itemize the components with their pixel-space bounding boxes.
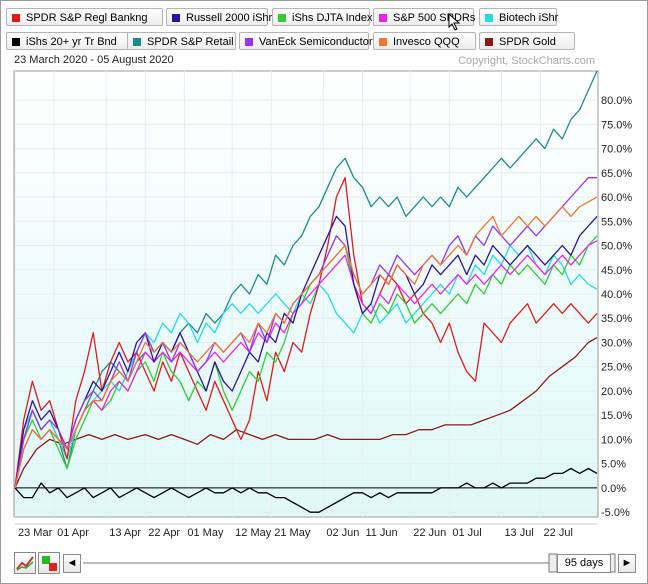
legend-swatch <box>485 14 493 22</box>
x-tick-label: 13 Jul <box>504 527 533 539</box>
legend-item[interactable]: Biotech iShr <box>479 8 559 26</box>
legend-label: SPDR Gold <box>499 36 556 48</box>
y-tick-label: 70.0% <box>601 144 632 156</box>
x-tick-label: 22 Apr <box>148 527 180 539</box>
legend-label: Invesco QQQ <box>393 36 460 48</box>
legend-swatch <box>12 38 20 46</box>
legend-label: SPDR S&P Regl Bankng <box>26 12 148 24</box>
y-tick-label: 20.0% <box>601 386 632 398</box>
date-range: 23 March 2020 - 05 August 2020 <box>14 54 174 66</box>
series-line <box>14 196 598 489</box>
x-tick-label: 01 May <box>187 527 224 539</box>
legend-swatch <box>172 14 180 22</box>
y-tick-label: 25.0% <box>601 362 632 374</box>
legend-item[interactable]: iShs 20+ yr Tr Bnd <box>6 32 144 50</box>
y-tick-label: 30.0% <box>601 337 632 349</box>
y-tick-label: 60.0% <box>601 192 632 204</box>
legend-item[interactable]: iShs DJTA Index <box>272 8 373 26</box>
mouse-cursor-icon <box>448 12 462 31</box>
scroll-right-button[interactable]: ► <box>618 554 636 573</box>
x-tick-label: 11 Jun <box>365 527 397 539</box>
legend-swatch <box>379 14 387 22</box>
legend-item[interactable]: Invesco QQQ <box>373 32 476 50</box>
series-line <box>14 70 598 489</box>
y-tick-label: 45.0% <box>601 265 632 277</box>
x-tick-label: 22 Jun <box>413 527 446 539</box>
legend-label: iShs DJTA Index <box>292 12 373 24</box>
series-line <box>14 215 598 488</box>
x-tick-label: 01 Jul <box>452 527 481 539</box>
legend-item[interactable]: SPDR Gold <box>479 32 575 50</box>
series-line <box>14 177 598 488</box>
legend-item[interactable]: SPDR S&P Regl Bankng <box>6 8 163 26</box>
legend-swatch <box>379 38 387 46</box>
legend-label: Biotech iShr <box>499 12 559 24</box>
legend-swatch <box>278 14 286 22</box>
legend-item[interactable]: Russell 2000 iShr <box>166 8 272 26</box>
legend-swatch <box>485 38 493 46</box>
left-arrow-icon: ◄ <box>66 557 78 569</box>
series-line <box>14 337 598 489</box>
legend-label: SPDR S&P Retail <box>147 36 234 48</box>
legend-label: iShs 20+ yr Tr Bnd <box>26 36 117 48</box>
series-line <box>14 467 598 513</box>
date-scrollbar[interactable] <box>83 552 616 574</box>
legend-label: Russell 2000 iShr <box>186 12 273 24</box>
legend-item[interactable]: SPDR S&P Retail <box>127 32 236 50</box>
y-tick-label: 0.0% <box>601 483 626 495</box>
legend-swatch <box>12 14 20 22</box>
y-tick-label: 80.0% <box>601 95 632 107</box>
series-line <box>14 240 598 489</box>
right-arrow-icon: ► <box>621 557 633 569</box>
y-tick-label: 65.0% <box>601 168 632 180</box>
y-tick-label: 15.0% <box>601 410 632 422</box>
copyright-text: Copyright, StockCharts.com <box>458 55 595 67</box>
legend-swatch <box>133 38 141 46</box>
y-tick-label: 40.0% <box>601 289 632 301</box>
y-tick-label: 75.0% <box>601 119 632 131</box>
y-tick-label: 50.0% <box>601 241 632 253</box>
series-line <box>14 235 598 489</box>
y-tick-label: 35.0% <box>601 313 632 325</box>
x-tick-label: 23 Mar <box>18 527 53 539</box>
y-tick-label: 5.0% <box>601 459 626 471</box>
x-tick-label: 13 Apr <box>109 527 141 539</box>
x-tick-label: 21 May <box>274 527 311 539</box>
period-field[interactable]: 95 days <box>557 554 611 573</box>
y-tick-label: 10.0% <box>601 434 632 446</box>
legend-swatch <box>245 38 253 46</box>
y-tick-label: -5.0% <box>601 507 630 519</box>
x-tick-label: 02 Jun <box>326 527 359 539</box>
line-chart-icon <box>16 556 34 571</box>
x-tick-label: 22 Jul <box>544 527 573 539</box>
x-tick-label: 12 May <box>235 527 272 539</box>
legend-item[interactable]: VanEck Semiconductor <box>239 32 373 50</box>
chart-style-button[interactable] <box>14 552 36 574</box>
x-tick-label: 01 Apr <box>57 527 89 539</box>
legend-label: VanEck Semiconductor <box>259 36 373 48</box>
color-toggle-button[interactable] <box>38 552 60 574</box>
scroll-handle-left[interactable] <box>548 553 558 573</box>
scroll-left-button[interactable]: ◄ <box>63 554 81 573</box>
color-squares-icon <box>42 556 57 571</box>
y-tick-label: 55.0% <box>601 216 632 228</box>
